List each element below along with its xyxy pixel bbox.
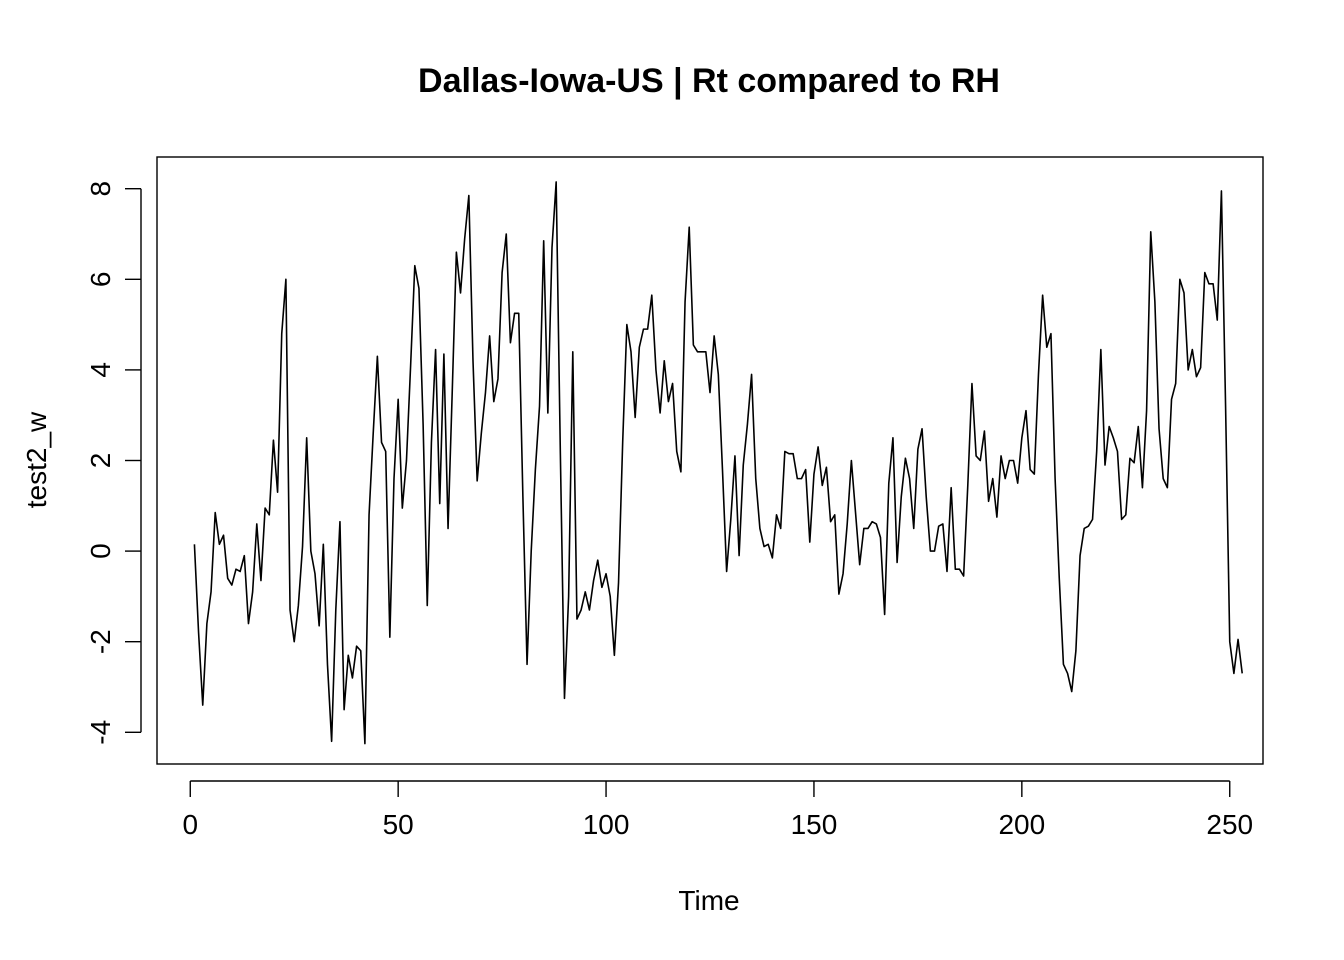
chart-title: Dallas-Iowa-US | Rt compared to RH	[418, 62, 1000, 100]
x-tick-label: 250	[1206, 809, 1253, 840]
y-tick-label: -4	[85, 720, 116, 745]
y-tick-label: 0	[85, 543, 116, 559]
y-axis: -4 -2 0 2 4 6 8	[85, 181, 142, 745]
y-tick-label: 8	[85, 181, 116, 197]
x-tick-label: 100	[583, 809, 630, 840]
x-axis-label: Time	[678, 885, 739, 916]
y-tick-label: 6	[85, 272, 116, 288]
series-line-0	[193, 181, 1244, 745]
x-tick-label: 50	[383, 809, 414, 840]
x-tick-label: 200	[998, 809, 1045, 840]
x-axis: 0 50 100 150 200 250	[182, 780, 1253, 840]
series-layer	[193, 181, 1244, 745]
x-tick-label: 0	[182, 809, 198, 840]
x-tick-label: 150	[791, 809, 838, 840]
y-tick-label: 4	[85, 362, 116, 378]
plot-frame	[156, 156, 1264, 765]
y-tick-label: 2	[85, 453, 116, 469]
y-tick-label: -2	[85, 629, 116, 654]
y-axis-label: test2_w	[21, 411, 52, 508]
